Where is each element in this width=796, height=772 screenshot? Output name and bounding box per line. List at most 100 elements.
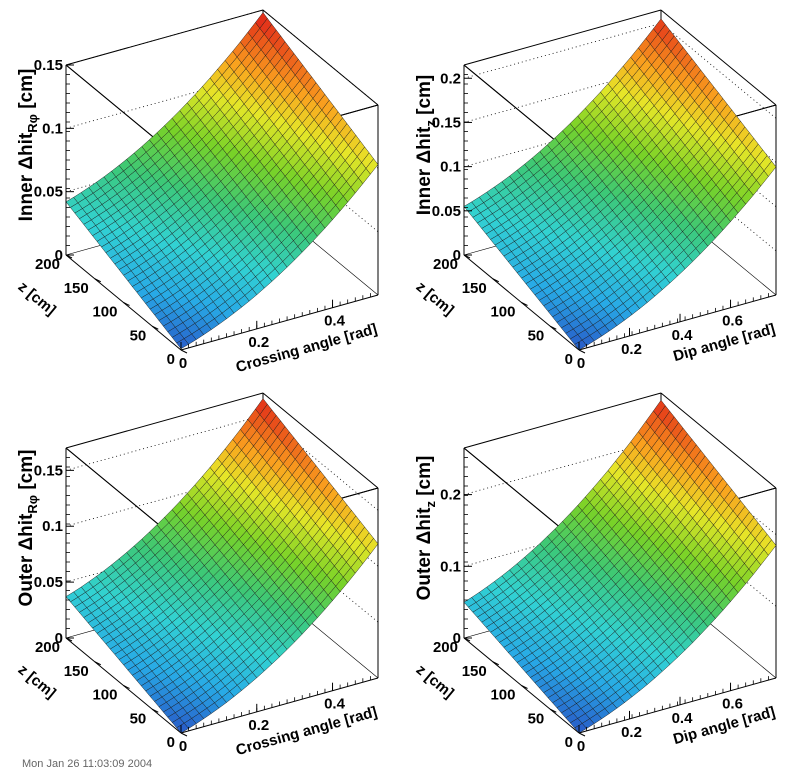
x-tick-label: 0.2 bbox=[621, 724, 642, 741]
z-tick-label: 0 bbox=[167, 351, 175, 368]
y-tick-label: 0.1 bbox=[42, 120, 63, 137]
z-tick bbox=[65, 254, 73, 259]
y-tick-label: 0 bbox=[55, 247, 63, 264]
z-tick-label: 150 bbox=[462, 663, 487, 680]
x-tick-label: 0.2 bbox=[248, 334, 269, 351]
z-tick bbox=[463, 637, 471, 642]
y-tick-label: 0.1 bbox=[440, 159, 461, 176]
inner-rphi-panel: 00.050.10.1505010015020000.20.4Crossing … bbox=[15, 9, 379, 376]
surface bbox=[65, 398, 379, 734]
z-tick-label: 200 bbox=[35, 256, 60, 273]
y-tick-label: 0.2 bbox=[440, 487, 461, 504]
y-tick-label: 0.2 bbox=[440, 70, 461, 87]
y-axis-title: Outer ΔhitRφ [cm] bbox=[16, 450, 40, 607]
x-tick-label: 0.4 bbox=[672, 327, 694, 344]
z-tick bbox=[550, 325, 557, 330]
y-tick-label: 0.15 bbox=[432, 114, 461, 131]
z-tick-label: 50 bbox=[130, 327, 147, 344]
y-axis-title: Outer Δhitz [cm] bbox=[414, 456, 438, 601]
z-tick bbox=[94, 661, 101, 666]
y-tick-label: 0.15 bbox=[34, 462, 63, 479]
x-axis: 0 0.2 0.4 bbox=[179, 676, 371, 755]
z-tick bbox=[492, 278, 499, 283]
z-tick bbox=[152, 325, 159, 330]
z-tick bbox=[65, 637, 73, 642]
surface bbox=[463, 399, 777, 734]
z-tick-label: 0 bbox=[565, 351, 573, 368]
y-tick-label: 0 bbox=[453, 247, 461, 264]
y-axis-title: Inner ΔhitRφ [cm] bbox=[16, 69, 40, 222]
y-tick-label: 0 bbox=[453, 630, 461, 647]
y-tick-label: 0.1 bbox=[440, 558, 461, 575]
z-tick bbox=[521, 685, 528, 689]
z-axis-title: z [cm] bbox=[413, 278, 457, 319]
z-tick-label: 0 bbox=[167, 734, 175, 751]
x-axis: 0 0.2 0.4 0.6 bbox=[577, 676, 769, 755]
x-tick-label: 0.4 bbox=[324, 696, 346, 713]
z-tick bbox=[521, 302, 528, 306]
timestamp-footer: Mon Jan 26 11:03:09 2004 bbox=[22, 758, 153, 770]
y-tick-label: 0.05 bbox=[34, 184, 63, 201]
z-axis-title: z [cm] bbox=[413, 661, 457, 702]
surface-cell bbox=[574, 339, 587, 351]
y-tick-label: 0.05 bbox=[34, 574, 63, 591]
y-axis: 0 0.1 0.2 bbox=[440, 457, 472, 647]
z-tick-label: 100 bbox=[92, 304, 117, 321]
z-tick-label: 200 bbox=[433, 256, 458, 273]
z-tick-label: 100 bbox=[92, 687, 117, 704]
z-tick bbox=[550, 708, 557, 713]
z-tick-label: 100 bbox=[490, 687, 515, 704]
surface bbox=[463, 18, 777, 351]
y-tick-label: 0.15 bbox=[34, 57, 63, 74]
z-axis-title: z [cm] bbox=[15, 278, 59, 319]
x-tick-label: 0 bbox=[179, 355, 187, 372]
y-tick-label: 0 bbox=[55, 630, 63, 647]
z-tick bbox=[492, 661, 499, 666]
surface bbox=[65, 12, 379, 349]
z-tick bbox=[123, 685, 130, 689]
y-axis: 0 0.05 0.1 0.15 bbox=[34, 457, 74, 647]
z-tick-label: 50 bbox=[528, 327, 545, 344]
outer-rphi-panel: 00.050.10.1505010015020000.20.4Crossing … bbox=[15, 392, 379, 759]
surface-cell bbox=[176, 338, 189, 349]
x-tick-label: 0.2 bbox=[621, 341, 642, 358]
x-tick-label: 0.4 bbox=[324, 313, 346, 330]
z-tick-label: 200 bbox=[35, 639, 60, 656]
z-tick bbox=[123, 302, 130, 306]
z-tick-label: 100 bbox=[490, 304, 515, 321]
z-axis-title: z [cm] bbox=[15, 661, 59, 702]
y-axis: 0 0.05 0.1 0.15 bbox=[34, 57, 74, 264]
x-tick-label: 0.6 bbox=[722, 696, 743, 713]
y-axis-title: Inner Δhitz [cm] bbox=[414, 75, 438, 216]
x-tick-label: 0.6 bbox=[722, 313, 743, 330]
z-tick-label: 200 bbox=[433, 639, 458, 656]
surface-cell bbox=[176, 722, 189, 734]
z-tick-label: 150 bbox=[64, 280, 89, 297]
z-tick-label: 50 bbox=[130, 710, 147, 727]
x-tick-label: 0.4 bbox=[672, 710, 694, 727]
x-tick-label: 0 bbox=[179, 738, 187, 755]
z-tick bbox=[94, 278, 101, 283]
inner-z-panel: 00.050.10.150.205010015020000.20.40.6Dip… bbox=[413, 9, 777, 372]
z-tick bbox=[152, 708, 159, 713]
z-tick-label: 150 bbox=[64, 663, 89, 680]
z-tick-label: 0 bbox=[565, 734, 573, 751]
z-tick bbox=[180, 732, 188, 737]
z-tick-label: 50 bbox=[528, 710, 545, 727]
y-tick-label: 0.05 bbox=[432, 203, 461, 220]
z-tick bbox=[578, 349, 586, 354]
z-tick bbox=[578, 732, 586, 737]
grid-line bbox=[262, 9, 379, 106]
x-axis: 0 0.2 0.4 0.6 bbox=[577, 293, 769, 372]
x-tick-label: 0 bbox=[577, 355, 585, 372]
y-tick-label: 0.1 bbox=[42, 518, 63, 535]
surface-cell bbox=[574, 723, 587, 734]
grid-line bbox=[660, 22, 777, 119]
z-tick-label: 150 bbox=[462, 280, 487, 297]
